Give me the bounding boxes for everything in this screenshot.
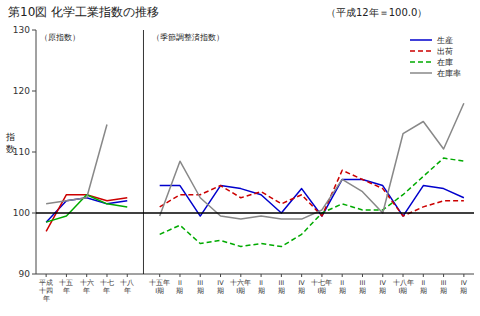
x-axis: [36, 274, 474, 275]
series-line: [160, 103, 464, 219]
x-tick: [443, 274, 444, 277]
x-tick: [46, 274, 47, 277]
x-tick-label: 十八年I期: [393, 279, 414, 295]
x-tick-label: III期: [440, 279, 447, 295]
x-tick: [106, 274, 107, 277]
legend-swatch: [410, 61, 432, 63]
baseline: [36, 212, 474, 214]
x-tick: [159, 274, 160, 277]
x-tick-label: 平成十四年: [39, 279, 53, 303]
x-tick-label: II期: [176, 279, 183, 295]
x-tick: [86, 274, 87, 277]
legend: 生産出荷在庫在庫率: [410, 36, 461, 78]
x-tick: [463, 274, 464, 277]
series-line: [46, 195, 127, 222]
y-tick: [32, 30, 36, 31]
x-tick: [200, 274, 201, 277]
x-tick: [240, 274, 241, 277]
legend-label: 在庫率: [437, 69, 461, 78]
annotation: （原指数）: [40, 33, 80, 42]
x-tick-label: 十五年I期: [149, 279, 170, 295]
x-tick: [220, 274, 221, 277]
legend-swatch: [410, 39, 432, 41]
y-tick: [32, 152, 36, 153]
legend-swatch: [410, 50, 432, 52]
x-tick: [261, 274, 262, 277]
x-tick: [382, 274, 383, 277]
x-tick-label: 十五年: [59, 279, 73, 295]
y-tick-label: 120: [13, 86, 30, 96]
series-line: [160, 170, 464, 216]
x-tick: [127, 274, 128, 277]
x-tick: [179, 274, 180, 277]
legend-swatch: [410, 72, 432, 74]
x-tick-label: 十七年: [100, 279, 114, 295]
legend-label: 生産: [437, 36, 453, 45]
x-tick-label: II期: [420, 279, 427, 295]
annotation: （季節調整済指数）: [152, 33, 224, 42]
x-tick-label: IV期: [460, 279, 467, 295]
x-tick-label: III期: [197, 279, 204, 295]
x-tick-label: II期: [258, 279, 265, 295]
x-tick: [423, 274, 424, 277]
x-tick: [342, 274, 343, 277]
x-tick-label: 十七年I期: [311, 279, 332, 295]
x-tick-label: 十八年: [120, 279, 134, 295]
x-tick: [66, 274, 67, 277]
y-tick: [32, 91, 36, 92]
y-tick-label: 90: [19, 269, 31, 279]
x-tick: [403, 274, 404, 277]
x-tick-label: III期: [359, 279, 366, 295]
x-tick: [301, 274, 302, 277]
series-line: [46, 125, 107, 204]
x-tick-label: 十六年I期: [230, 279, 251, 295]
legend-label: 出荷: [437, 47, 453, 56]
subtitle: （平成12年＝100.0）: [326, 7, 427, 18]
x-tick: [321, 274, 322, 277]
group-separator: [143, 30, 144, 274]
x-tick: [281, 274, 282, 277]
background: [0, 0, 480, 316]
x-tick-label: IV期: [298, 279, 305, 295]
title: 第10図 化学工業指数の推移: [8, 5, 159, 19]
chart: 第10図 化学工業指数の推移（平成12年＝100.0）指数90100110120…: [0, 0, 480, 316]
x-tick-label: III期: [278, 279, 285, 295]
y-tick-label: 100: [13, 208, 30, 218]
y-tick: [32, 213, 36, 214]
legend-label: 在庫: [437, 58, 453, 67]
x-tick-label: II期: [339, 279, 346, 295]
x-tick-label: 十六年: [80, 279, 94, 295]
x-tick: [362, 274, 363, 277]
y-tick-label: 110: [13, 147, 30, 157]
series-line: [160, 179, 464, 216]
x-tick-label: IV期: [217, 279, 224, 295]
x-tick-label: IV期: [379, 279, 386, 295]
y-tick: [32, 274, 36, 275]
y-tick-label: 130: [13, 25, 30, 35]
plot-area: [36, 103, 474, 246]
